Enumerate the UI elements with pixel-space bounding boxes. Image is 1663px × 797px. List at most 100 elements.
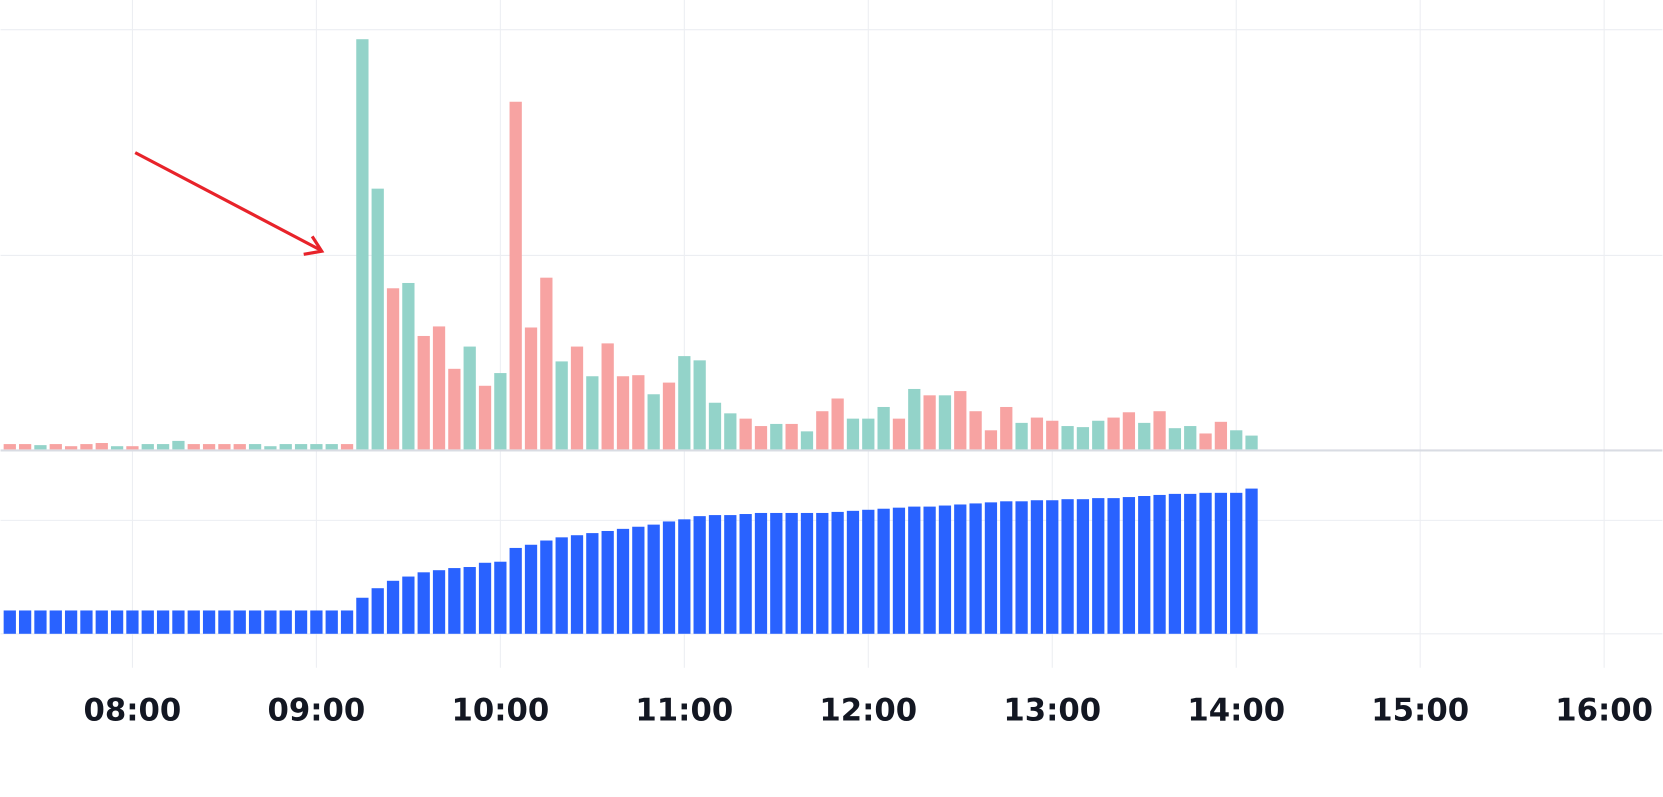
volume-bar xyxy=(923,395,936,450)
x-tick-label: 15:00 xyxy=(1371,693,1469,729)
volume-bar xyxy=(202,444,216,450)
volume-bar xyxy=(1245,435,1258,450)
volume-bar xyxy=(908,388,921,450)
volume-bar xyxy=(984,430,998,450)
volume-bar xyxy=(325,610,338,634)
volume-bar xyxy=(601,343,614,450)
volume-bar xyxy=(432,326,446,450)
volume-bar xyxy=(662,521,676,634)
volume-bar xyxy=(892,418,906,450)
volume-bar xyxy=(294,444,308,450)
volume-bar xyxy=(126,446,139,450)
volume-bar xyxy=(586,533,599,634)
volume-bar xyxy=(248,610,262,634)
volume-bar xyxy=(1153,494,1166,634)
volume-bar xyxy=(1168,428,1182,450)
volume-bar xyxy=(172,610,185,634)
volume-bar xyxy=(1230,430,1243,450)
volume-bar xyxy=(1046,420,1059,450)
volume-bar xyxy=(478,385,492,450)
volume-bar xyxy=(248,444,262,450)
volume-bar xyxy=(877,406,890,450)
volume-bar xyxy=(708,515,722,634)
volume-bar xyxy=(417,335,430,450)
volume-bar xyxy=(1122,497,1136,634)
volume-bar xyxy=(172,440,185,450)
volume-bar xyxy=(678,356,691,450)
volume-bar xyxy=(310,610,323,634)
volume-bar xyxy=(616,528,630,634)
volume-bar xyxy=(708,402,722,450)
volume-bar xyxy=(80,444,93,450)
volume-bar xyxy=(1153,411,1166,450)
volume-bar xyxy=(1046,500,1059,634)
volume-bar xyxy=(846,510,860,634)
grid xyxy=(0,0,1663,668)
volume-bar xyxy=(877,508,890,634)
volume-bar xyxy=(478,562,492,634)
volume-bar xyxy=(662,382,676,450)
volume-bar xyxy=(1214,421,1228,450)
volume-bar xyxy=(1168,493,1182,634)
volume-bar xyxy=(3,444,16,450)
volume-bar xyxy=(724,515,737,634)
volume-bar xyxy=(34,610,47,634)
volume-bar xyxy=(95,610,108,634)
volume-bar xyxy=(110,610,124,634)
volume-bar xyxy=(1138,422,1151,450)
x-tick-label: 09:00 xyxy=(268,693,366,729)
volume-bar xyxy=(969,411,982,450)
volume-bar xyxy=(80,610,93,634)
volume-bar xyxy=(371,188,384,450)
volume-bar xyxy=(555,361,568,450)
volume-bar xyxy=(432,570,446,634)
volume-bar xyxy=(1061,499,1074,634)
volume-bar xyxy=(64,610,78,634)
volume-bar xyxy=(1000,406,1013,450)
volume-bar xyxy=(279,444,292,450)
volume-bar xyxy=(3,610,16,634)
annotation-arrow xyxy=(134,151,325,256)
x-tick-label: 12:00 xyxy=(819,693,917,729)
volume-bar xyxy=(141,444,154,450)
volume-bar xyxy=(141,610,154,634)
volume-bar xyxy=(356,597,369,634)
volume-bar xyxy=(1122,412,1136,450)
volume-bar xyxy=(1030,500,1044,634)
volume-bar xyxy=(923,506,936,634)
volume-bar xyxy=(402,282,415,450)
volume-bar xyxy=(1061,426,1074,450)
arrow-head xyxy=(303,235,325,256)
volume-bar xyxy=(647,394,660,450)
volume-bar xyxy=(386,580,400,634)
volume-bar xyxy=(555,537,568,634)
volume-bar xyxy=(739,418,752,450)
volume-bar xyxy=(64,446,78,450)
volume-bar xyxy=(938,505,952,634)
volume-bar xyxy=(785,423,798,450)
x-tick-label: 14:00 xyxy=(1187,693,1285,729)
volume-bar xyxy=(494,373,507,450)
volume-bar xyxy=(908,506,921,634)
volume-bar xyxy=(1076,499,1090,634)
volume-bar xyxy=(770,512,783,634)
volume-bar xyxy=(110,446,124,450)
volume-bar xyxy=(938,395,952,450)
volume-bar xyxy=(494,561,507,634)
volume-bar xyxy=(156,610,170,634)
volume-bar xyxy=(218,610,231,634)
volume-bar xyxy=(264,446,277,450)
volume-bar xyxy=(1230,492,1243,634)
volume-bar xyxy=(892,507,906,634)
volume-bar xyxy=(1015,501,1028,634)
volume-bar xyxy=(448,368,461,450)
volume-bar xyxy=(954,391,967,450)
volume-bar xyxy=(770,423,783,450)
volume-bar xyxy=(402,576,415,634)
volume-bar xyxy=(294,610,308,634)
volume-bar xyxy=(754,512,768,634)
volume-bar xyxy=(1107,417,1120,450)
volume-bar xyxy=(632,375,645,450)
